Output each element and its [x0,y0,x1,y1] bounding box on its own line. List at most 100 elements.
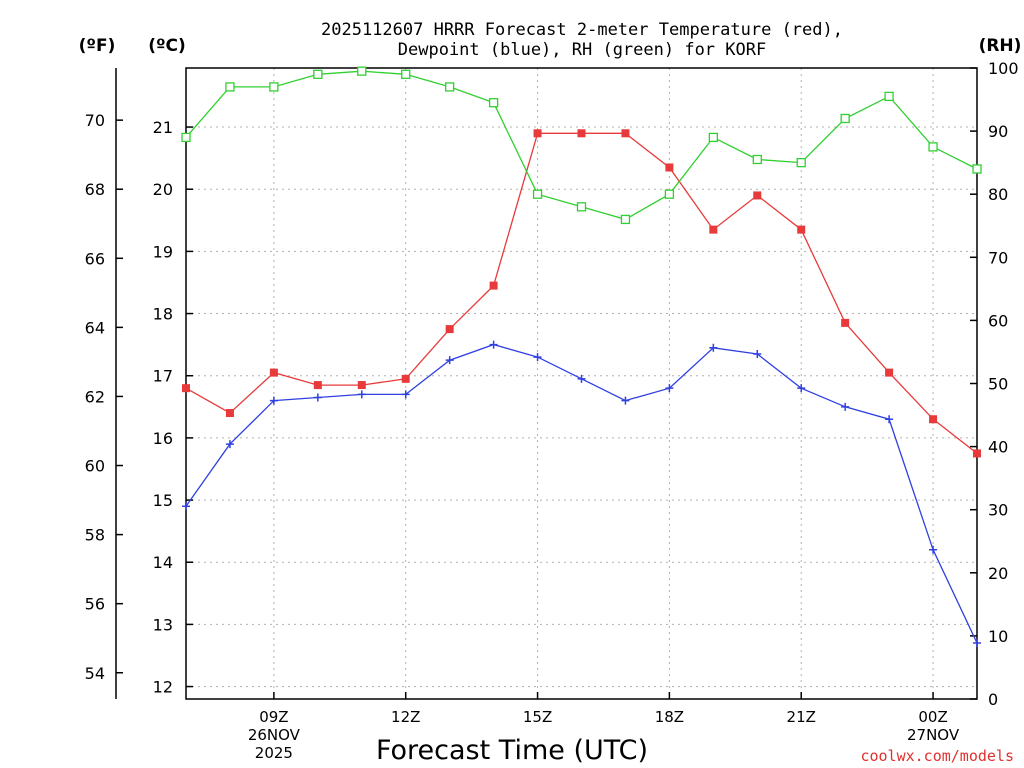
celsius-unit-label: (ºC) [148,36,186,56]
rh-tick-label: 100 [988,59,1019,78]
fahrenheit-tick-label: 64 [85,318,105,337]
series-dewpoint [182,340,981,648]
fahrenheit-tick-label: 66 [85,249,105,268]
rh-point [840,113,850,124]
dewpoint-point [489,340,498,349]
rh-tick-label: 80 [988,185,1008,204]
celsius-tick-label: 12 [153,678,173,697]
dewpoint-point [401,390,410,399]
celsius-tick-label: 14 [153,553,173,572]
x-tick-label: 26NOV [248,726,301,744]
rh-tick-label: 30 [988,501,1008,520]
rh-tick-label: 40 [988,438,1008,457]
celsius-tick-label: 21 [153,118,173,137]
dewpoint-point [225,440,234,449]
rh-point [708,132,718,143]
x-tick-label: 27NOV [907,726,960,744]
rh-axis: 0 10 20 30 40 50 60 70 80 90 100 [970,59,1019,709]
rh-point [181,132,191,143]
rh-tick-label: 0 [988,690,998,709]
temperature-point [533,129,542,138]
rh-point [796,157,806,168]
celsius-tick-label: 16 [153,429,173,448]
rh-tick-label: 60 [988,311,1008,330]
rh-point [532,189,543,199]
temperature-line [185,132,978,454]
fahrenheit-tick-label: 68 [85,180,105,199]
dewpoint-point [665,384,674,393]
temperature-point [753,191,762,200]
temperature-point [225,409,234,418]
x-axis-title: Forecast Time (UTC) [376,735,648,766]
dewpoint-point [269,396,278,405]
rh-tick-label: 70 [988,248,1008,267]
rh-point [269,82,279,92]
temperature-point [445,325,454,334]
dewpoint-point [577,374,586,383]
fahrenheit-unit-label: (ºF) [79,36,116,56]
celsius-tick-label: 18 [153,305,173,324]
temperature-point [709,225,718,234]
temperature-point [489,281,498,290]
x-tick-label: 12Z [391,708,420,726]
celsius-tick-label: 19 [153,242,173,261]
x-tick-label: 09Z [259,708,288,726]
rh-point [972,164,982,174]
rh-tick-label: 90 [988,122,1008,141]
celsius-tick-label: 20 [153,180,173,199]
temperature-point [885,368,894,377]
temperature-point [577,129,586,138]
dewpoint-point [929,545,938,554]
temperature-point [929,415,938,424]
chart-title-line-1: 2025112607 HRRR Forecast 2-meter Tempera… [321,20,843,40]
grid-lines [186,68,977,699]
temperature-point [269,368,278,377]
fahrenheit-tick-label: 62 [85,387,105,406]
rh-tick-label: 50 [988,375,1008,394]
x-tick-label: 2025 [255,744,293,762]
celsius-tick-label: 17 [153,367,173,386]
dewpoint-point [885,415,894,424]
dewpoint-point [313,393,322,402]
temperature-point [357,381,366,390]
temperature-point [797,225,806,234]
dewpoint-point [445,356,454,365]
fahrenheit-tick-label: 70 [85,111,105,130]
rh-point [884,91,894,102]
fahrenheit-tick-label: 58 [85,526,105,545]
celsius-tick-label: 13 [153,615,173,634]
series-rh [181,66,982,225]
credit-text: coolwx.com/models [860,747,1014,765]
celsius-axis: 12 13 14 15 16 17 18 19 20 21 [153,118,193,697]
rh-point [401,69,411,79]
x-tick-label: 18Z [655,708,684,726]
temperature-point [665,163,674,172]
temperature-point [621,129,630,138]
x-tick-label: 00Z [918,708,947,726]
dewpoint-point [797,384,806,393]
rh-line [185,70,978,221]
rh-point [225,82,235,92]
temperature-point [182,384,190,393]
dewpoint-line [185,343,978,644]
fahrenheit-tick-label: 60 [85,457,105,476]
fahrenheit-axis: 54 56 58 60 62 64 66 68 70 [85,111,123,683]
x-tick-label: 15Z [523,708,552,726]
series-temperature [182,129,981,458]
dewpoint-point [357,390,366,399]
dewpoint-point [621,396,630,405]
dewpoint-point [182,502,190,511]
temperature-point [841,318,850,327]
x-tick-label: 21Z [787,708,816,726]
rh-tick-label: 10 [988,627,1008,646]
dewpoint-point [841,402,850,411]
dewpoint-point [753,349,762,358]
rh-point [620,214,631,225]
temperature-point [401,374,410,383]
temperature-point [313,381,322,390]
rh-point [664,189,675,199]
rh-point [576,202,587,212]
rh-point [928,142,938,152]
